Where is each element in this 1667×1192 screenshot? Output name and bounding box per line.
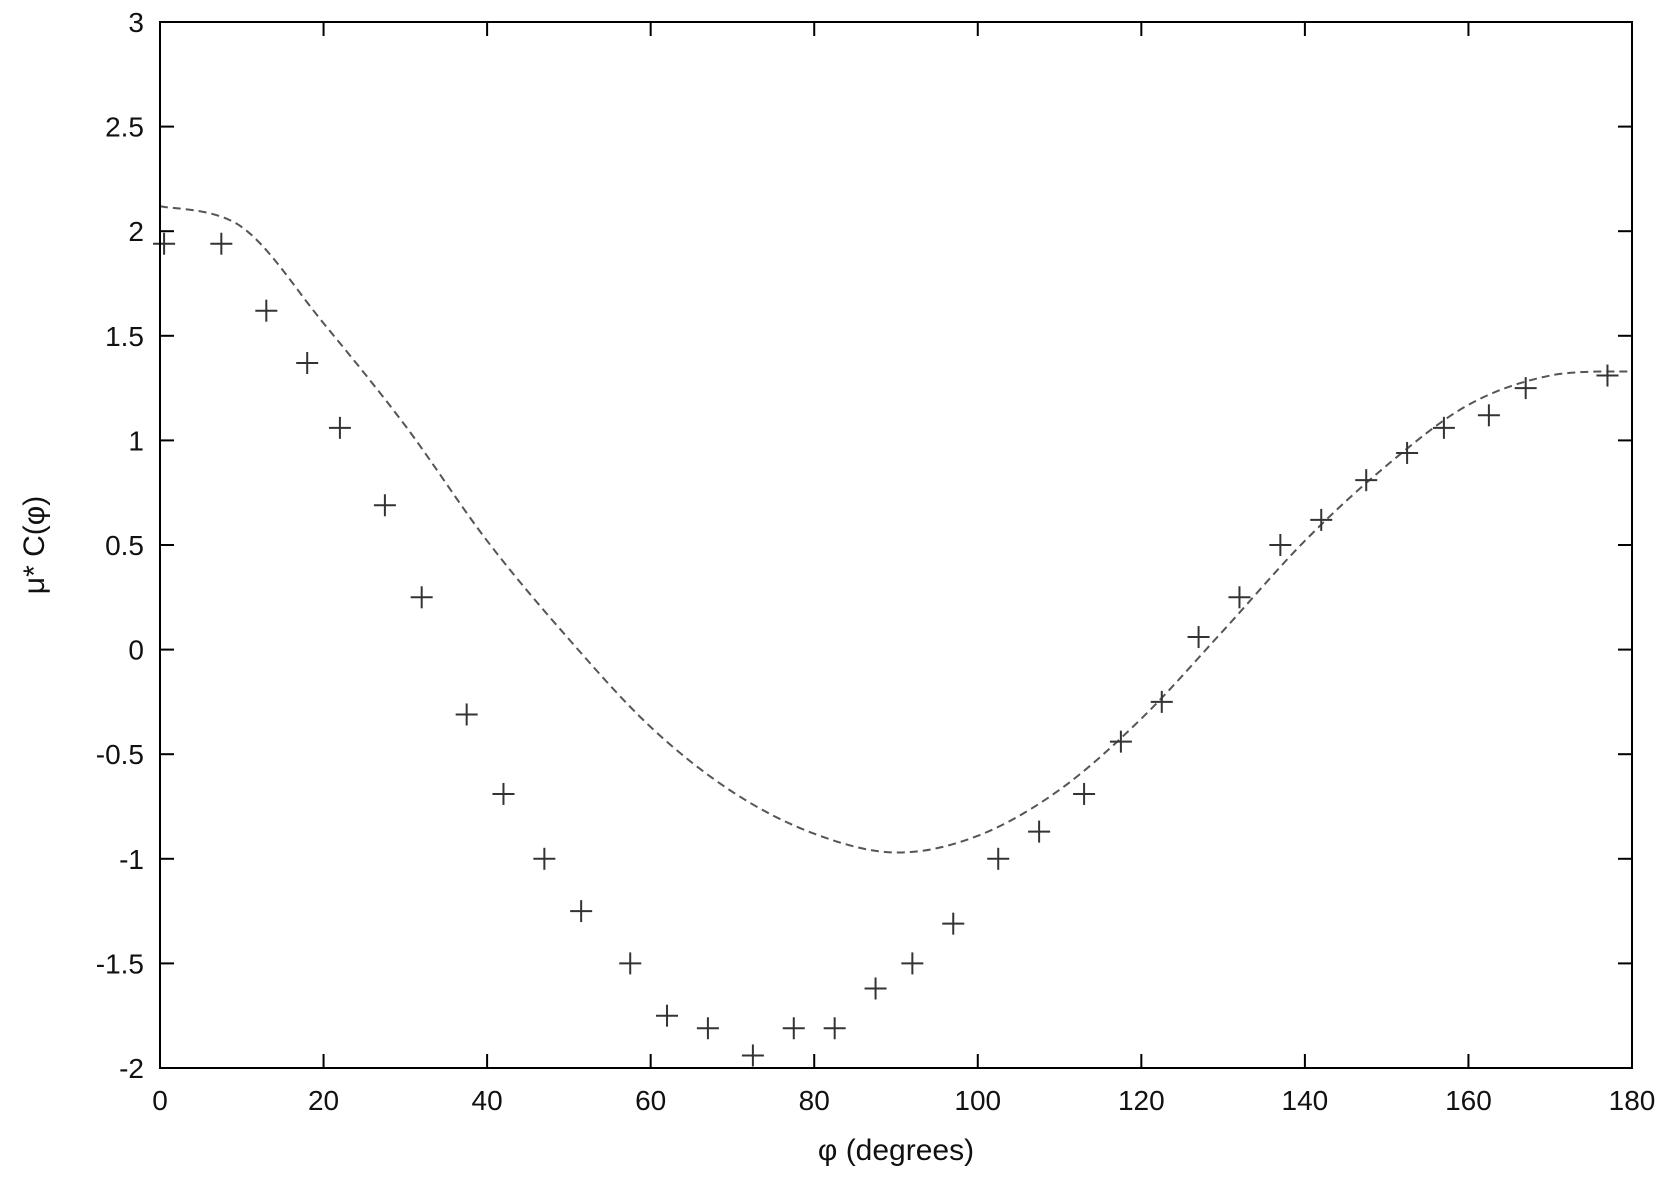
y-tick-label: -0.5 (96, 739, 144, 770)
data-point-marker (1269, 534, 1292, 556)
data-point-marker (1432, 416, 1455, 439)
data-point-marker (1073, 782, 1096, 805)
data-point-marker (410, 586, 433, 609)
x-tick-label: 80 (799, 1085, 830, 1116)
fitted-curve (159, 205, 1633, 854)
data-point-marker (1477, 404, 1500, 427)
data-point-marker (1596, 364, 1619, 387)
y-tick-label: 2.5 (105, 112, 144, 143)
data-point-marker (570, 900, 593, 923)
x-tick-label: 40 (472, 1085, 503, 1116)
data-point-marker (533, 847, 556, 870)
x-tick-label: 60 (635, 1085, 666, 1116)
data-point-marker (1355, 469, 1378, 492)
y-tick-label: 1 (128, 425, 144, 456)
x-tick-label: 20 (308, 1085, 339, 1116)
data-point-marker (296, 351, 319, 374)
data-point-marker (1150, 690, 1173, 713)
data-point-marker (210, 232, 233, 255)
y-tick-labels: -2 -1.5 -1 -0.5 0 0.5 1 1.5 2 2.5 3 (96, 7, 144, 1084)
data-point-marker (619, 952, 642, 975)
data-point-marker (942, 912, 965, 935)
data-point-marker (864, 977, 887, 1000)
data-markers-layer (153, 232, 1619, 1067)
x-tick-label: 140 (1282, 1085, 1329, 1116)
x-tick-label: 100 (954, 1085, 1001, 1116)
x-tick-labels: 0 20 40 60 80 100 120 140 160 180 (152, 1085, 1655, 1116)
data-point-marker (455, 703, 478, 726)
data-point-marker (741, 1044, 764, 1067)
data-point-marker (1109, 730, 1132, 753)
y-tick-label: 0.5 (105, 530, 144, 561)
y-tick-label: 3 (128, 7, 144, 38)
data-point-marker (1396, 441, 1419, 464)
x-tick-label: 120 (1118, 1085, 1165, 1116)
y-tick-label: 1.5 (105, 321, 144, 352)
data-point-marker (373, 494, 396, 517)
data-point-marker (492, 782, 515, 805)
axis-ticks (159, 21, 1633, 1069)
data-point-marker (1187, 626, 1210, 649)
data-point-marker (901, 952, 924, 975)
y-tick-label: -2 (119, 1053, 144, 1084)
data-point-marker (782, 1017, 805, 1040)
data-point-marker (255, 299, 278, 322)
y-tick-label: 0 (128, 635, 144, 666)
x-tick-label: 160 (1445, 1085, 1492, 1116)
y-tick-label: -1.5 (96, 948, 144, 979)
fitted-curve-layer (159, 205, 1633, 854)
data-point-marker (1514, 377, 1537, 400)
data-point-marker (328, 416, 351, 439)
data-point-marker (1310, 508, 1333, 531)
x-tick-label: 0 (152, 1085, 168, 1116)
plot-frame (159, 21, 1633, 1069)
y-axis-title: μ* C(φ) (18, 496, 51, 594)
x-axis-title: φ (degrees) (818, 1134, 974, 1167)
data-point-marker (656, 1004, 679, 1027)
y-tick-label: -1 (119, 844, 144, 875)
data-point-marker (823, 1017, 846, 1040)
x-tick-label: 180 (1609, 1085, 1656, 1116)
data-point-marker (987, 847, 1010, 870)
data-point-marker (153, 232, 176, 255)
data-point-marker (1228, 586, 1251, 609)
y-tick-label: 2 (128, 216, 144, 247)
data-point-marker (1028, 820, 1051, 843)
data-point-marker (696, 1017, 719, 1040)
